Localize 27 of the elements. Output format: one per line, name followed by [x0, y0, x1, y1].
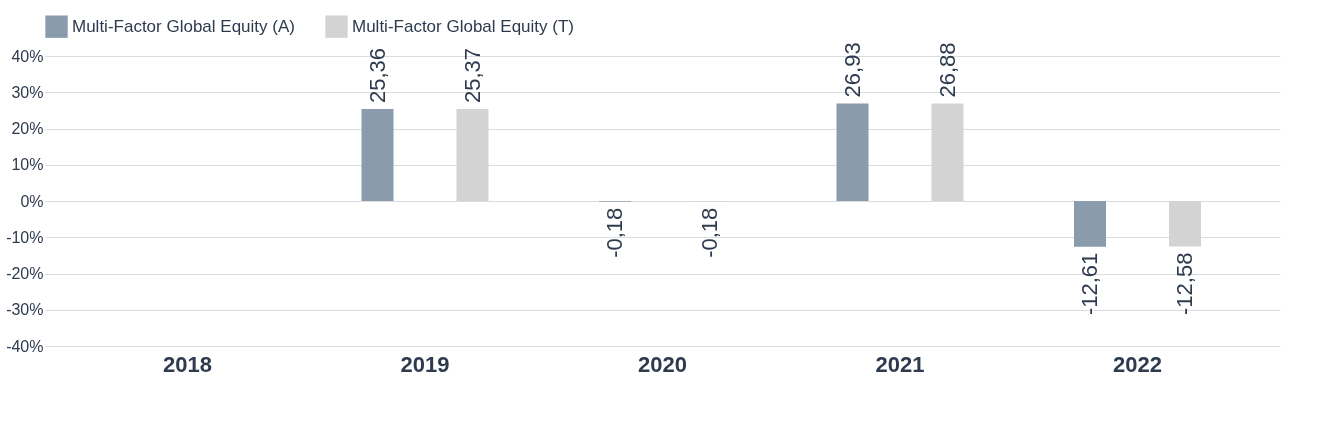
- legend-label: Multi-Factor Global Equity (A): [72, 16, 295, 36]
- x-tick-label: 2021: [875, 351, 925, 377]
- x-tick-label: 2018: [163, 351, 212, 377]
- y-tick-label: 40%: [11, 47, 44, 65]
- y-tick-label: -20%: [6, 265, 44, 282]
- x-tick-label: 2019: [400, 351, 450, 377]
- data-label: -0,18: [602, 207, 627, 258]
- y-tick-label: 20%: [11, 120, 44, 137]
- y-tick-label: -30%: [6, 301, 44, 319]
- data-label: 26,93: [839, 42, 865, 98]
- legend-label: Multi-Factor Global Equity (T): [352, 16, 574, 36]
- y-tick-label: 10%: [11, 156, 44, 174]
- bar: [1074, 201, 1106, 247]
- y-tick-label: -10%: [6, 228, 44, 246]
- data-label: -12,58: [1172, 252, 1197, 315]
- x-tick-label: 2022: [1113, 351, 1162, 377]
- data-label: 26,88: [934, 42, 960, 98]
- data-label: 25,37: [459, 47, 485, 104]
- bar: [361, 109, 394, 201]
- y-tick-label: 30%: [11, 83, 44, 101]
- data-label: -0,18: [697, 207, 722, 258]
- data-label: -12,61: [1077, 252, 1102, 316]
- bar: [836, 103, 869, 201]
- y-tick-label: 0%: [20, 192, 44, 210]
- y-tick-label: -40%: [6, 337, 44, 355]
- data-label: 25,36: [364, 48, 390, 104]
- x-tick-label: 2020: [638, 351, 687, 377]
